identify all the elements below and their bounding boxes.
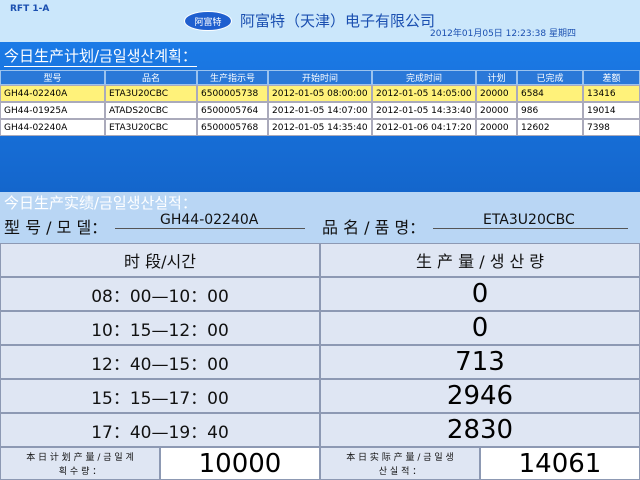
plan-cell: 13416 bbox=[583, 85, 640, 102]
plan-header-cell: 差额 bbox=[583, 70, 640, 85]
plan-cell: 2012-01-05 14:07:00 bbox=[268, 102, 372, 119]
plan-header-cell: 品名 bbox=[105, 70, 197, 85]
plan-cell: 6500005768 bbox=[197, 119, 268, 136]
time-slot: 12：40—15：00 bbox=[0, 345, 320, 379]
plan-cell: 986 bbox=[517, 102, 583, 119]
plan-cell: 2012-01-05 08:00:00 bbox=[268, 85, 372, 102]
plan-cell: GH44-01925A bbox=[0, 102, 105, 119]
plan-cell: 2012-01-06 04:17:20 bbox=[372, 119, 476, 136]
plan-cell: 19014 bbox=[583, 102, 640, 119]
product-value: ETA3U20CBC bbox=[433, 212, 628, 229]
plan-cell: GH44-02240A bbox=[0, 85, 105, 102]
plan-header-cell: 计划 bbox=[476, 70, 517, 85]
plan-cell: 7398 bbox=[583, 119, 640, 136]
time-slot: 08：00—10：00 bbox=[0, 277, 320, 311]
quantity: 0 bbox=[320, 277, 640, 311]
datetime: 2012年01月05日 12:23:38 星期四 bbox=[430, 29, 576, 39]
plan-header-cell: 已完成 bbox=[517, 70, 583, 85]
plan-cell: ATADS20CBC bbox=[105, 102, 197, 119]
time-slot: 15：15—17：00 bbox=[0, 379, 320, 413]
plan-total: 10000 bbox=[160, 447, 320, 480]
plan-cell: 6584 bbox=[517, 85, 583, 102]
plan-cell: 2012-01-05 14:33:40 bbox=[372, 102, 476, 119]
plan-total-label: 本 日 计 划 产 量 / 금 일 계 획 수 량 ： bbox=[0, 447, 160, 480]
plan-cell: 6500005738 bbox=[197, 85, 268, 102]
quantity: 713 bbox=[320, 345, 640, 379]
product-label: 品 名 / 품 명： bbox=[322, 218, 426, 237]
plan-cell: 12602 bbox=[517, 119, 583, 136]
plan-header-cell: 开始时间 bbox=[268, 70, 372, 85]
plan-header-cell: 生产指示号 bbox=[197, 70, 268, 85]
quantity: 0 bbox=[320, 311, 640, 345]
plan-cell: 20000 bbox=[476, 119, 517, 136]
plan-cell: GH44-02240A bbox=[0, 119, 105, 136]
actual-total: 14061 bbox=[480, 447, 640, 480]
actual-header-cell: 时 段/시간 bbox=[0, 243, 320, 277]
quantity: 2946 bbox=[320, 379, 640, 413]
quantity: 2830 bbox=[320, 413, 640, 447]
plan-cell: ETA3U20CBC bbox=[105, 85, 197, 102]
plan-cell: 6500005764 bbox=[197, 102, 268, 119]
plan-header-cell: 型号 bbox=[0, 70, 105, 85]
time-slot: 17：40—19：40 bbox=[0, 413, 320, 447]
plan-cell: 20000 bbox=[476, 85, 517, 102]
logo: 阿富特 bbox=[184, 11, 232, 31]
model-value: GH44-02240A bbox=[115, 212, 305, 229]
plan-cell: ETA3U20CBC bbox=[105, 119, 197, 136]
plan-cell: 2012-01-05 14:35:40 bbox=[268, 119, 372, 136]
time-slot: 10：15—12：00 bbox=[0, 311, 320, 345]
model-label: 型 号 / 모 델： bbox=[4, 218, 108, 237]
actual-title: 今日生产实绩/금일생산실적： bbox=[4, 194, 197, 212]
actual-total-label: 本 日 实 际 产 量 / 금 일 생 산 실 적 ： bbox=[320, 447, 480, 480]
plan-cell: 20000 bbox=[476, 102, 517, 119]
company-name: 阿富特（天津）电子有限公司 bbox=[240, 12, 436, 30]
line-label: RFT 1-A bbox=[10, 4, 50, 14]
top-bar bbox=[0, 0, 640, 42]
plan-title: 今日生产计划/금일생산계획： bbox=[4, 47, 197, 67]
actual-header-cell: 生 产 量 / 생 산 량 bbox=[320, 243, 640, 277]
plan-cell: 2012-01-05 14:05:00 bbox=[372, 85, 476, 102]
plan-header-cell: 完成时间 bbox=[372, 70, 476, 85]
